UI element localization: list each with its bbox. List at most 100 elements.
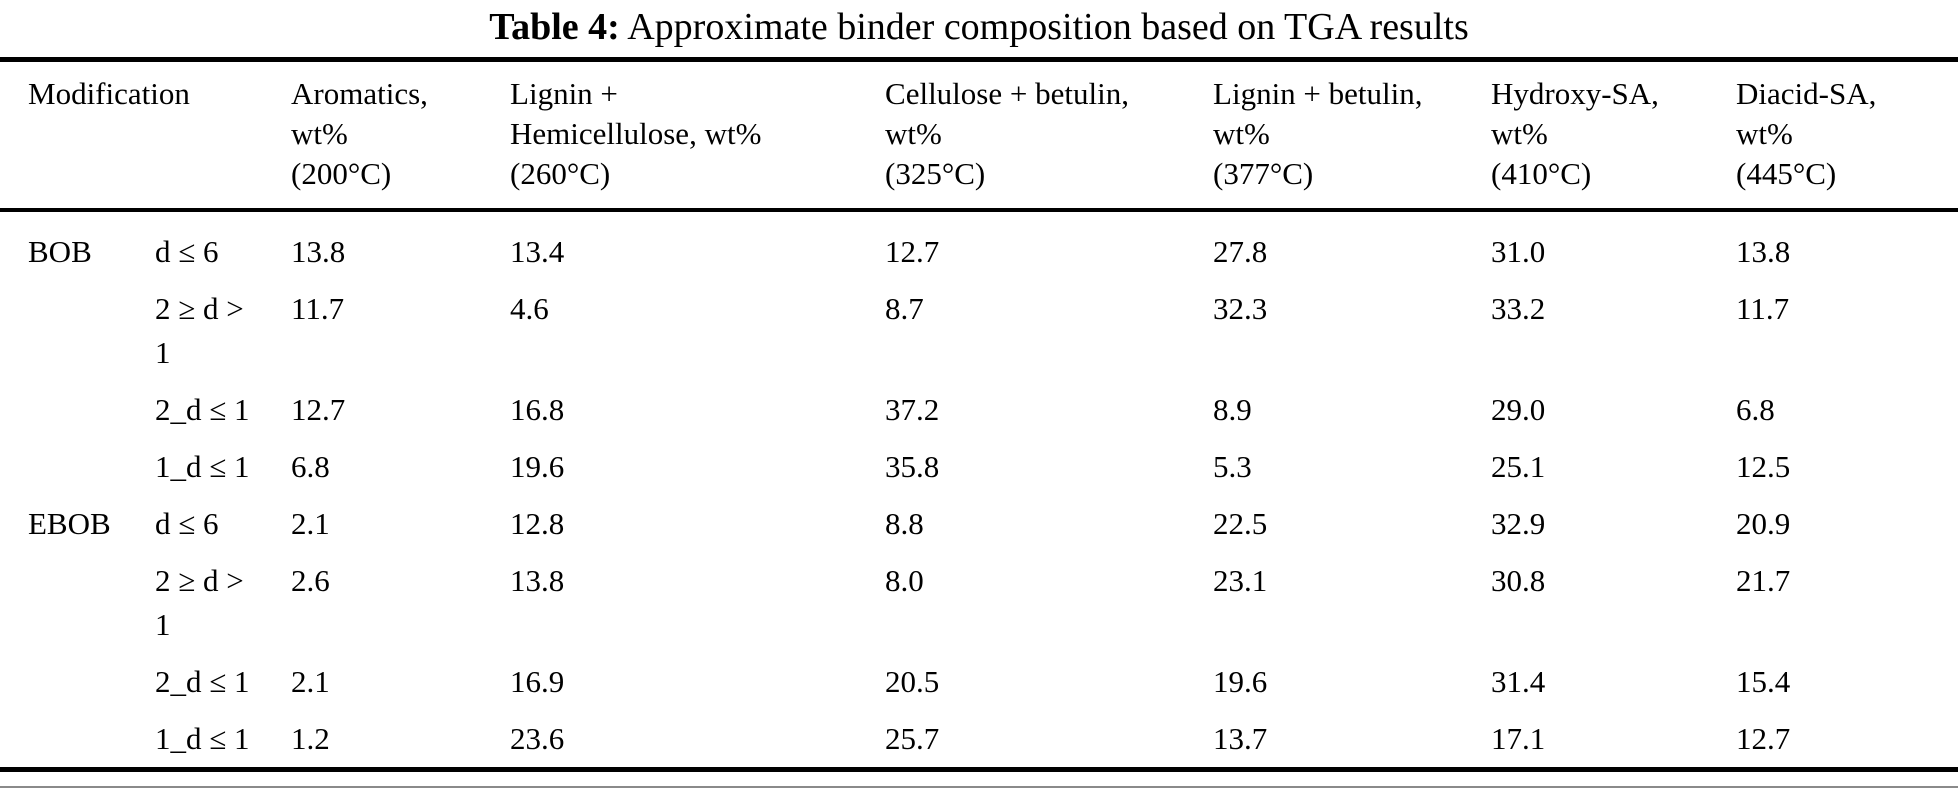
condition-cell: 1_d ≤ 1 bbox=[155, 721, 250, 756]
table-caption-text: Approximate binder composition based on … bbox=[627, 6, 1469, 48]
value-cell: 2.6 bbox=[291, 563, 330, 598]
condition-cell: 2_d ≤ 1 bbox=[155, 664, 250, 699]
table-row: EBOB d ≤ 6 2.1 12.8 8.8 22.5 32.9 20.9 bbox=[0, 495, 1958, 552]
value-cell: 13.7 bbox=[1213, 721, 1268, 756]
value-cell: 33.2 bbox=[1491, 291, 1546, 326]
condition-cell: 2 ≥ d > 1 bbox=[155, 563, 244, 642]
table-row: 2_d ≤ 1 2.1 16.9 20.5 19.6 31.4 15.4 bbox=[0, 653, 1958, 710]
value-cell: 23.6 bbox=[510, 721, 565, 756]
value-cell: 8.8 bbox=[885, 506, 924, 541]
table-row: 2 ≥ d > 1 11.7 4.6 8.7 32.3 33.2 11.7 bbox=[0, 280, 1958, 381]
table-row: 2_d ≤ 1 12.7 16.8 37.2 8.9 29.0 6.8 bbox=[0, 381, 1958, 438]
value-cell: 4.6 bbox=[510, 291, 549, 326]
condition-cell: d ≤ 6 bbox=[155, 234, 219, 269]
header-row: Modification Aromatics, wt% (200°C) Lign… bbox=[0, 59, 1958, 212]
group-cell bbox=[0, 280, 155, 381]
table-caption: Table 4: Approximate binder composition … bbox=[0, 0, 1958, 57]
value-cell: 25.1 bbox=[1491, 449, 1546, 484]
condition-cell: d ≤ 6 bbox=[155, 506, 219, 541]
value-cell: 21.7 bbox=[1736, 563, 1791, 598]
group-cell bbox=[0, 438, 155, 495]
value-cell: 15.4 bbox=[1736, 664, 1791, 699]
header-line: (377°C) bbox=[1213, 156, 1314, 191]
group-cell: EBOB bbox=[28, 506, 111, 541]
value-cell: 23.1 bbox=[1213, 563, 1268, 598]
binder-composition-table: Modification Aromatics, wt% (200°C) Lign… bbox=[0, 57, 1958, 772]
value-cell: 17.1 bbox=[1491, 721, 1546, 756]
value-cell: 8.9 bbox=[1213, 392, 1252, 427]
value-cell: 29.0 bbox=[1491, 392, 1546, 427]
header-line: Lignin + bbox=[510, 76, 618, 111]
value-cell: 37.2 bbox=[885, 392, 940, 427]
header-modification: Modification bbox=[0, 59, 292, 212]
value-cell: 12.7 bbox=[885, 234, 940, 269]
header-line: Hydroxy-SA, bbox=[1491, 76, 1659, 111]
value-cell: 8.0 bbox=[885, 563, 924, 598]
value-cell: 19.6 bbox=[1213, 664, 1268, 699]
value-cell: 25.7 bbox=[885, 721, 940, 756]
value-cell: 32.9 bbox=[1491, 506, 1546, 541]
value-cell: 16.9 bbox=[510, 664, 565, 699]
header-lignin-hemicellulose: Lignin + Hemicellulose, wt% (260°C) bbox=[510, 59, 886, 212]
header-line: (200°C) bbox=[291, 156, 392, 191]
table-row: 2 ≥ d > 1 2.6 13.8 8.0 23.1 30.8 21.7 bbox=[0, 552, 1958, 653]
value-cell: 13.8 bbox=[1736, 234, 1791, 269]
condition-cell: 2_d ≤ 1 bbox=[155, 392, 250, 427]
header-line: Hemicellulose, wt% bbox=[510, 116, 762, 151]
header-diacid-sa: Diacid-SA, wt% (445°C) bbox=[1736, 59, 1958, 212]
value-cell: 35.8 bbox=[885, 449, 940, 484]
value-cell: 13.8 bbox=[291, 234, 346, 269]
value-cell: 31.4 bbox=[1491, 664, 1546, 699]
group-cell bbox=[0, 381, 155, 438]
value-cell: 2.1 bbox=[291, 664, 330, 699]
header-line: wt% bbox=[885, 116, 942, 151]
value-cell: 2.1 bbox=[291, 506, 330, 541]
header-line: (260°C) bbox=[510, 156, 611, 191]
header-line: (325°C) bbox=[885, 156, 986, 191]
value-cell: 12.7 bbox=[1736, 721, 1791, 756]
header-line: Cellulose + betulin, bbox=[885, 76, 1129, 111]
value-cell: 6.8 bbox=[291, 449, 330, 484]
value-cell: 19.6 bbox=[510, 449, 565, 484]
bottom-edge-rule bbox=[0, 786, 1958, 788]
condition-cell: 1_d ≤ 1 bbox=[155, 449, 250, 484]
header-aromatics: Aromatics, wt% (200°C) bbox=[291, 59, 511, 212]
value-cell: 11.7 bbox=[1736, 291, 1790, 326]
value-cell: 5.3 bbox=[1213, 449, 1252, 484]
value-cell: 12.7 bbox=[291, 392, 346, 427]
table-header: Modification Aromatics, wt% (200°C) Lign… bbox=[0, 59, 1958, 212]
header-line: wt% bbox=[1491, 116, 1548, 151]
value-cell: 13.8 bbox=[510, 563, 565, 598]
group-cell bbox=[0, 710, 155, 770]
value-cell: 30.8 bbox=[1491, 563, 1546, 598]
header-line: Diacid-SA, bbox=[1736, 76, 1877, 111]
group-cell bbox=[0, 552, 155, 653]
header-line: wt% bbox=[291, 116, 348, 151]
value-cell: 32.3 bbox=[1213, 291, 1268, 326]
header-line: (410°C) bbox=[1491, 156, 1592, 191]
table-row: BOB d ≤ 6 13.8 13.4 12.7 27.8 31.0 13.8 bbox=[0, 210, 1958, 280]
header-lignin-betulin: Lignin + betulin, wt% (377°C) bbox=[1213, 59, 1492, 212]
value-cell: 20.9 bbox=[1736, 506, 1791, 541]
header-line: Modification bbox=[28, 76, 190, 111]
table-body: BOB d ≤ 6 13.8 13.4 12.7 27.8 31.0 13.8 2 ≥ d > … bbox=[0, 210, 1958, 770]
table-row: 1_d ≤ 1 6.8 19.6 35.8 5.3 25.1 12.5 bbox=[0, 438, 1958, 495]
value-cell: 27.8 bbox=[1213, 234, 1268, 269]
value-cell: 16.8 bbox=[510, 392, 565, 427]
header-line: wt% bbox=[1213, 116, 1270, 151]
header-line: Aromatics, bbox=[291, 76, 428, 111]
header-line: Lignin + betulin, bbox=[1213, 76, 1423, 111]
value-cell: 11.7 bbox=[291, 291, 345, 326]
header-line: wt% bbox=[1736, 116, 1793, 151]
header-cellulose-betulin: Cellulose + betulin, wt% (325°C) bbox=[885, 59, 1214, 212]
group-cell bbox=[0, 653, 155, 710]
value-cell: 12.8 bbox=[510, 506, 565, 541]
header-line: (445°C) bbox=[1736, 156, 1837, 191]
condition-cell: 2 ≥ d > 1 bbox=[155, 291, 244, 370]
value-cell: 31.0 bbox=[1491, 234, 1546, 269]
value-cell: 1.2 bbox=[291, 721, 330, 756]
table-caption-label: Table 4: bbox=[489, 6, 620, 48]
value-cell: 13.4 bbox=[510, 234, 565, 269]
table-row: 1_d ≤ 1 1.2 23.6 25.7 13.7 17.1 12.7 bbox=[0, 710, 1958, 770]
